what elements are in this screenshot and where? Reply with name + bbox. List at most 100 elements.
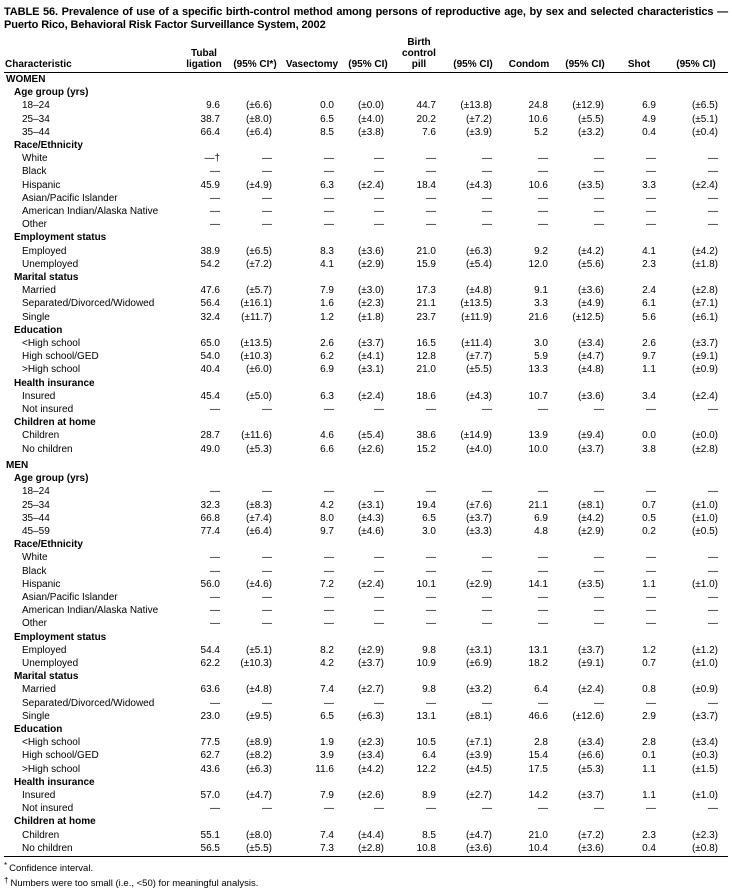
value-cell: 10.8 [394, 841, 444, 857]
ci-cell: (±8.0) [245, 113, 272, 125]
value-cell: 38.9 [200, 245, 220, 257]
value-cell: 24.8 [528, 100, 548, 112]
value-cell: 7.2 [320, 578, 334, 590]
row-label: >High school [22, 763, 81, 775]
value-cell: 21.1 [416, 298, 436, 310]
value-cell: 7.4 [320, 684, 334, 696]
ci-cell: (±2.6) [357, 789, 384, 801]
row-label: Not insured [22, 404, 74, 416]
value-cell: 65.0 [200, 338, 220, 350]
table-row: 18–24 — — — — — — — — — — [4, 485, 728, 498]
ci-cell: (±8.3) [245, 499, 272, 511]
column-header-ci-vasectomy: (95% CI) [348, 59, 388, 70]
ci-cell: (±2.7) [465, 789, 492, 801]
value-cell: — [324, 219, 334, 231]
value-cell: 45.9 [200, 179, 220, 191]
ci-cell: — [708, 206, 718, 218]
table-row: <High school 77.5 (±8.9) 1.9 (±2.3) 10.5 (±7.1… [4, 736, 728, 749]
ci-cell: (±4.2) [691, 245, 718, 257]
value-cell: 32.4 [200, 311, 220, 323]
ci-cell: (±10.3) [240, 351, 272, 363]
value-cell: 23.7 [416, 311, 436, 323]
row-label: 35–44 [22, 126, 50, 138]
ci-cell: (±6.6) [245, 100, 272, 112]
value-cell: 4.2 [320, 657, 334, 669]
ci-cell: (±7.4) [245, 512, 272, 524]
row-label: High school/GED [22, 351, 99, 363]
group-header-row: Education [4, 723, 728, 736]
ci-cell: (±5.5) [228, 841, 282, 857]
ci-cell: — [482, 192, 492, 204]
section-header: MEN [6, 459, 29, 471]
row-label: Insured [22, 789, 56, 801]
ci-cell: (±3.2) [577, 126, 604, 138]
ci-cell: — [262, 605, 272, 617]
ci-cell: (±1.8) [357, 311, 384, 323]
value-cell: 2.8 [534, 737, 548, 749]
table-row: No children 49.0 (±5.3) 6.6 (±2.6) 15.2 (±4.0)… [4, 443, 728, 456]
value-cell: 7.9 [320, 285, 334, 297]
value-cell: — [646, 803, 656, 815]
ci-cell: (±2.8) [342, 841, 394, 857]
ci-cell: (±4.0) [465, 443, 492, 455]
value-cell: 9.7 [320, 525, 334, 537]
ci-cell: (±13.5) [460, 298, 492, 310]
ci-cell: (±4.2) [577, 512, 604, 524]
ci-cell: (±3.1) [357, 499, 384, 511]
value-cell: 6.1 [642, 298, 656, 310]
table-row: Single 23.0 (±9.5) 6.5 (±6.3) 13.1 (±8.1) 46.6 (… [4, 710, 728, 723]
value-cell: 6.5 [422, 512, 436, 524]
value-cell: 13.1 [528, 644, 548, 656]
value-cell: — [646, 404, 656, 416]
ci-cell: — [708, 618, 718, 630]
value-cell: 18.2 [528, 657, 548, 669]
ci-cell: (±11.7) [241, 311, 272, 323]
ci-cell: (±1.0) [691, 789, 718, 801]
ci-cell: (±3.6) [577, 285, 604, 297]
value-cell: 56.0 [200, 578, 220, 590]
row-label: Other [22, 618, 48, 630]
value-cell: — [426, 153, 436, 165]
ci-cell: — [482, 206, 492, 218]
value-cell: — [426, 206, 436, 218]
value-cell: 47.6 [200, 285, 220, 297]
value-cell: — [324, 486, 334, 498]
value-cell: — [538, 591, 548, 603]
group-header-row: Employment status [4, 631, 728, 644]
ci-cell: (±14.9) [460, 430, 492, 442]
value-cell: 3.4 [642, 390, 656, 402]
value-cell: — [324, 605, 334, 617]
ci-cell: (±4.3) [357, 512, 384, 524]
ci-cell: (±12.9) [572, 100, 604, 112]
value-cell: 6.5 [320, 113, 334, 125]
table-row: 35–44 66.4 (±6.4) 8.5 (±3.8) 7.6 (±3.9) 5.2 (±3.… [4, 126, 728, 139]
value-cell: — [426, 605, 436, 617]
value-cell: 0.4 [614, 841, 664, 857]
ci-cell: — [594, 192, 604, 204]
ci-cell: (±3.7) [465, 512, 492, 524]
ci-cell: (±5.7) [245, 285, 272, 297]
row-label: Employed [22, 644, 67, 656]
ci-cell: (±9.5) [245, 710, 272, 722]
row-label: Unemployed [22, 657, 79, 669]
ci-cell: — [594, 166, 604, 178]
ci-cell: (±5.3) [245, 443, 272, 455]
value-cell: 4.8 [534, 525, 548, 537]
value-cell: — [646, 618, 656, 630]
ci-cell: — [708, 219, 718, 231]
table-row: Children 28.7 (±11.6) 4.6 (±5.4) 38.6 (±14.9) 1… [4, 429, 728, 442]
value-cell: 0.4 [642, 126, 656, 138]
ci-cell: (±11.4) [461, 338, 492, 350]
ci-cell: (±3.7) [691, 338, 718, 350]
ci-cell: (±8.0) [245, 829, 272, 841]
ci-cell: (±2.6) [357, 443, 384, 455]
table-row: Insured 45.4 (±5.0) 6.3 (±2.4) 18.6 (±4.3) 10.7… [4, 390, 728, 403]
ci-cell: — [482, 219, 492, 231]
footnote-confidence-interval: * Confidence interval. [4, 860, 94, 874]
ci-cell: (±4.5) [465, 763, 492, 775]
value-cell: 63.6 [200, 684, 220, 696]
value-cell: — [210, 803, 220, 815]
value-cell: 8.9 [422, 789, 436, 801]
ci-cell: (±4.8) [577, 364, 604, 376]
value-cell: 6.6 [320, 443, 334, 455]
